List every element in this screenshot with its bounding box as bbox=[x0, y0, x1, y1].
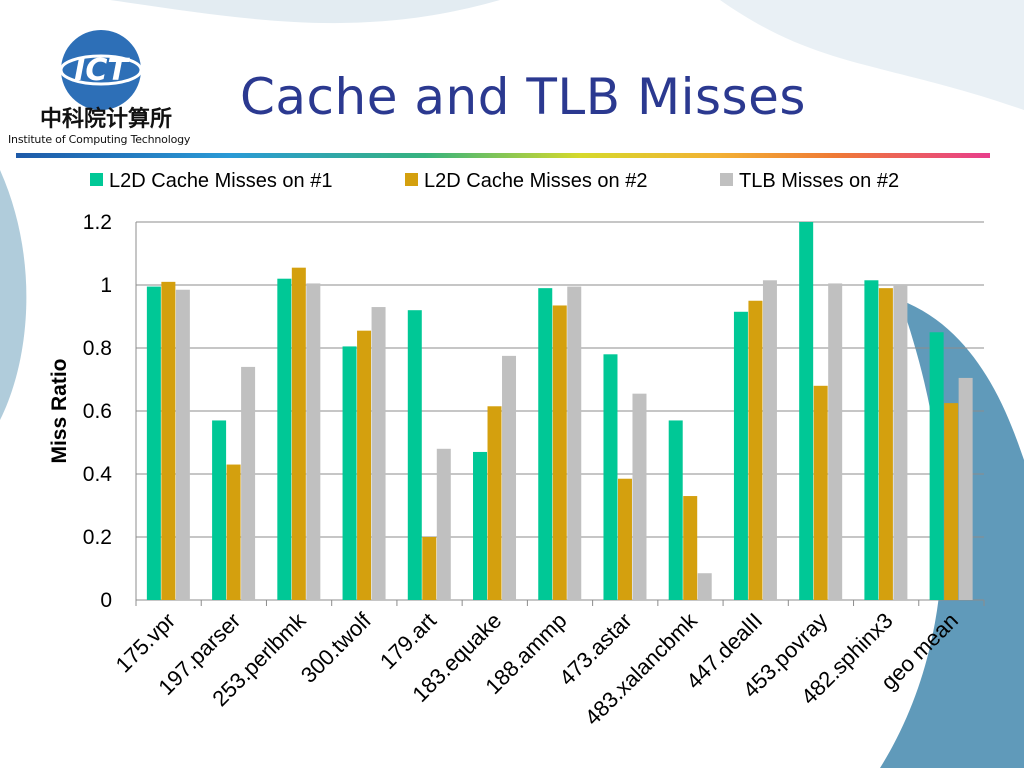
logo-caption: Institute of Computing Technology bbox=[8, 133, 191, 146]
bar bbox=[733, 311, 748, 600]
bar bbox=[146, 286, 161, 600]
bar bbox=[487, 406, 502, 600]
bar bbox=[697, 573, 712, 600]
bar bbox=[552, 305, 567, 600]
bar bbox=[241, 366, 256, 600]
bar bbox=[828, 283, 843, 600]
y-tick-label: 0.6 bbox=[83, 400, 112, 423]
bar bbox=[502, 355, 517, 600]
bar bbox=[422, 537, 437, 600]
y-tick-label: 0.2 bbox=[83, 526, 112, 549]
y-tick-label: 0 bbox=[100, 589, 112, 612]
bar bbox=[813, 385, 828, 600]
legend-swatch bbox=[90, 173, 103, 186]
bar bbox=[342, 346, 357, 600]
y-axis-label: Miss Ratio bbox=[48, 358, 71, 463]
bar bbox=[306, 283, 321, 600]
y-tick-label: 0.4 bbox=[83, 463, 113, 486]
bar bbox=[683, 496, 698, 600]
y-tick-label: 1 bbox=[100, 274, 112, 297]
bar bbox=[617, 478, 632, 600]
bar bbox=[603, 354, 618, 600]
bar bbox=[277, 278, 292, 600]
bar bbox=[371, 307, 386, 600]
bar bbox=[632, 393, 647, 600]
x-tick-label: 300.twolf bbox=[296, 607, 377, 688]
bar bbox=[958, 377, 973, 600]
bar bbox=[748, 300, 763, 600]
chart-legend: L2D Cache Misses on #1 L2D Cache Misses o… bbox=[90, 170, 899, 192]
legend-swatch bbox=[720, 173, 733, 186]
bar bbox=[407, 310, 422, 600]
slide-title: Cache and TLB Misses bbox=[240, 68, 806, 126]
logo: ICT 中科院计算所 bbox=[6, 30, 216, 150]
y-axis-ticks: 0 0.2 0.4 0.6 0.8 1 1.2 bbox=[83, 211, 113, 612]
bar bbox=[944, 403, 959, 600]
bar bbox=[567, 286, 582, 600]
title-divider bbox=[16, 153, 990, 158]
bar bbox=[291, 267, 306, 600]
legend-label: TLB Misses on #2 bbox=[739, 170, 899, 192]
bar bbox=[436, 448, 451, 600]
y-tick-label: 1.2 bbox=[83, 211, 112, 234]
bar bbox=[929, 332, 944, 600]
bar-chart: L2D Cache Misses on #1 L2D Cache Misses o… bbox=[48, 170, 985, 730]
bar bbox=[668, 420, 683, 600]
legend-swatch bbox=[405, 173, 418, 186]
bar bbox=[226, 464, 241, 600]
bar bbox=[357, 330, 372, 600]
ict-chinese-name: 中科院计算所 bbox=[40, 106, 172, 130]
bar bbox=[893, 285, 908, 600]
legend-label: L2D Cache Misses on #1 bbox=[109, 170, 332, 192]
bar bbox=[762, 280, 777, 600]
bar bbox=[473, 451, 488, 600]
bar bbox=[175, 289, 190, 600]
ict-logo-icon: ICT 中科院计算所 bbox=[40, 30, 172, 132]
x-tick-label: 483.xalancbmk bbox=[580, 607, 703, 730]
bar bbox=[864, 280, 879, 600]
bar bbox=[878, 288, 893, 600]
bar bbox=[538, 288, 553, 600]
legend-label: L2D Cache Misses on #2 bbox=[424, 170, 647, 192]
bar bbox=[161, 281, 176, 600]
chart-bars bbox=[146, 222, 973, 600]
bar bbox=[799, 222, 814, 600]
ict-logo-text: ICT bbox=[74, 53, 130, 88]
y-tick-label: 0.8 bbox=[83, 337, 112, 360]
bar bbox=[212, 420, 227, 600]
